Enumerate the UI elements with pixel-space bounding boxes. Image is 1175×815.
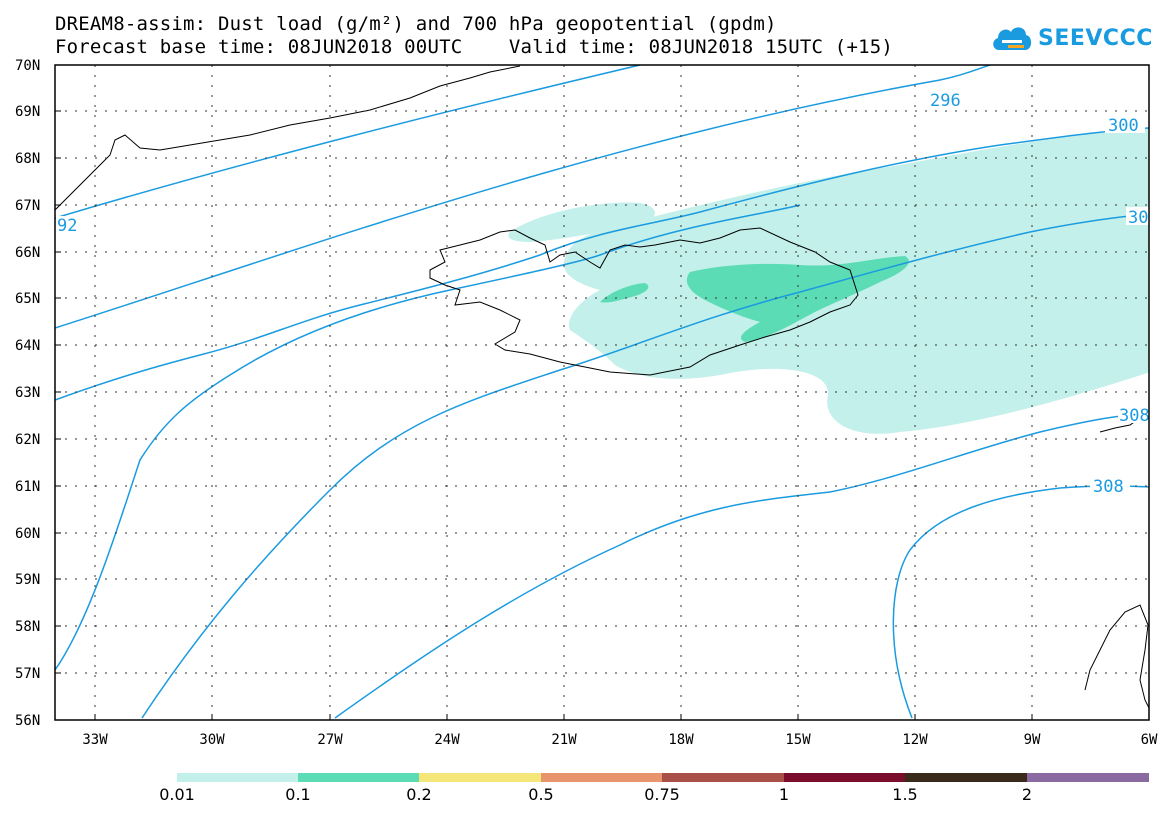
lon-label: 15W [785,732,811,748]
colorbar-label: 0.75 [644,785,680,804]
lat-label: 61N [15,479,40,495]
contour-300 [55,127,1149,401]
lat-label: 62N [15,432,40,448]
longitude-labels: 33W 30W 27W 24W 21W 18W 15W 12W 9W 6W [82,732,1158,748]
colorbar-swatch [1027,773,1149,782]
iceland-coast [429,227,859,376]
contour-292 [55,65,641,219]
colorbar-label: 2 [1022,785,1032,804]
colorbar-swatch [177,773,298,782]
colorbar-label: 0.5 [528,785,553,804]
coastlines [55,65,1149,710]
lon-label: 30W [199,732,225,748]
lon-label: 9W [1024,732,1041,748]
lat-label: 59N [15,572,40,588]
colorbar-label: 0.2 [406,785,431,804]
graticule [55,65,1149,720]
colorbar-swatch [905,773,1027,782]
lat-label: 68N [15,151,40,167]
logo-text: SEEVCCC [1038,25,1153,51]
map-area [55,65,1149,719]
lat-label: 63N [15,385,40,401]
dust-area-mid-west [600,283,649,303]
lon-label: 18W [668,732,694,748]
colorbar-swatch [784,773,905,782]
seevccc-logo: SEEVCCC [990,20,1153,56]
lat-label: 58N [15,619,40,635]
dust-area-low-west [508,202,655,242]
colorbar-label: 1 [779,785,789,804]
lon-label: 12W [902,732,928,748]
colorbar-swatch [419,773,541,782]
contour-label-296: 296 [930,91,961,111]
lon-label: 6W [1141,732,1158,748]
contour-304 [55,204,801,671]
lon-label: 33W [82,732,108,748]
lon-label: 24W [434,732,460,748]
scotland-coast [1084,604,1149,710]
cloud-icon [993,27,1032,50]
lat-label: 64N [15,338,40,354]
contour-296 [55,65,991,329]
geopotential-contours [55,65,1149,719]
contour-308 [334,412,1149,719]
colorbar-swatch [298,773,419,782]
lat-label: 70N [15,58,40,74]
contour-label-308-south: 308 [1093,477,1124,497]
colorbar-swatch [662,773,784,782]
contour-label-292: 92 [57,216,77,236]
latitude-labels: 70N 69N 68N 67N 66N 65N 64N 63N 62N 61N … [15,58,40,729]
forecast-times: Forecast base time: 08JUN2018 00UTC Vali… [55,36,894,58]
colorbar-label: 1.5 [892,785,917,804]
contour-label-300: 300 [1108,116,1139,136]
lat-label: 66N [15,245,40,261]
lon-label: 21W [551,732,577,748]
map-title: DREAM8-assim: Dust load (g/m²) and 700 h… [55,13,777,35]
contour-304b [141,213,1149,719]
colorbar-label: 0.1 [285,785,310,804]
lat-label: 65N [15,291,40,307]
axis-ticks [55,64,1033,720]
colorbar-swatch [541,773,662,782]
lat-label: 67N [15,198,40,214]
contour-label-304: 30 [1128,208,1148,228]
greenland-coast [55,65,521,211]
lon-label: 27W [317,732,343,748]
lat-label: 56N [15,713,40,729]
lat-label: 69N [15,104,40,120]
lat-label: 57N [15,666,40,682]
contour-308b [892,485,1149,719]
colorbar-label: 0.01 [159,785,195,804]
colorbar: 0.01 0.1 0.2 0.5 0.75 1 1.5 2 [159,773,1149,804]
lat-label: 60N [15,526,40,542]
contour-labels: 296 300 30 92 308 308 [56,90,1150,497]
contour-label-308-north: 308 [1119,406,1150,426]
